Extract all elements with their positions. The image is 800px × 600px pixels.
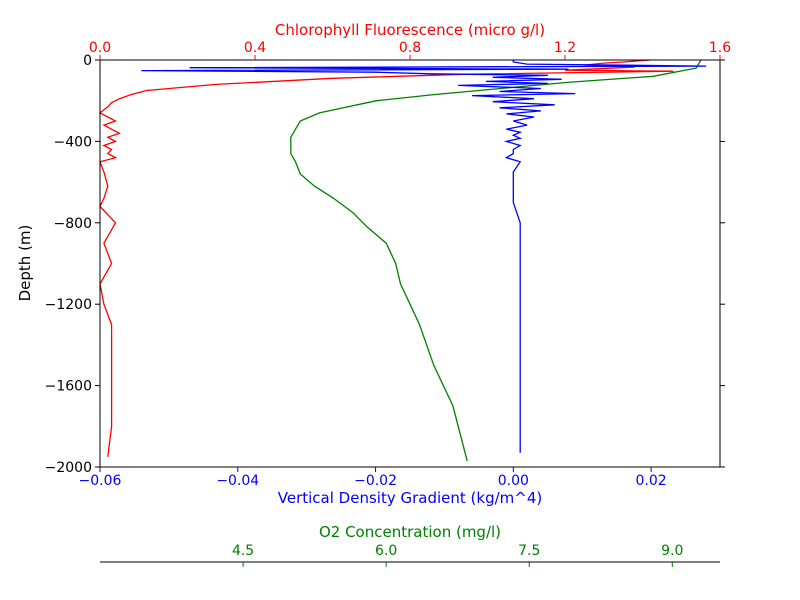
depth-tick-label: −1600: [45, 379, 92, 395]
chlorophyll-tick-label: 1.6: [709, 40, 731, 56]
density-tick-label: 0.02: [636, 473, 667, 489]
chlorophyll-tick-label: 0.4: [244, 40, 266, 56]
density-profile-line: [141, 60, 707, 453]
density-axis-label: Vertical Density Gradient (kg/m^4): [278, 489, 542, 507]
axis-ticks: 0 −400 −800 −1200 −1600 −2000 0.0 0.4 0.8 1.2 1.6 −…: [45, 40, 731, 567]
chlorophyll-tick-label: 0.8: [399, 40, 421, 56]
o2-tick-label: 6.0: [375, 543, 397, 559]
o2-profile-line: [290, 59, 702, 462]
depth-tick-label: −400: [54, 134, 92, 150]
chlorophyll-tick-label: 0.0: [89, 40, 111, 56]
o2-axis-label: O2 Concentration (mg/l): [319, 523, 501, 541]
o2-tick-label: 4.5: [232, 543, 254, 559]
depth-tick-label: −800: [54, 216, 92, 232]
density-tick-label: 0.00: [498, 473, 529, 489]
o2-tick-label: 9.0: [661, 543, 683, 559]
plot-lines: [98, 59, 707, 462]
density-tick-label: −0.04: [216, 473, 259, 489]
depth-axis-label: Depth (m): [16, 225, 34, 302]
density-tick-label: −0.02: [354, 473, 397, 489]
chlorophyll-tick-label: 1.2: [554, 40, 576, 56]
chlorophyll-axis-label: Chlorophyll Fluorescence (micro g/l): [275, 21, 545, 39]
density-tick-label: −0.06: [79, 473, 122, 489]
o2-tick-label: 7.5: [518, 543, 540, 559]
depth-tick-label: −2000: [45, 460, 92, 476]
depth-tick-label: −1200: [45, 297, 92, 313]
depth-tick-label: 0: [83, 53, 92, 69]
